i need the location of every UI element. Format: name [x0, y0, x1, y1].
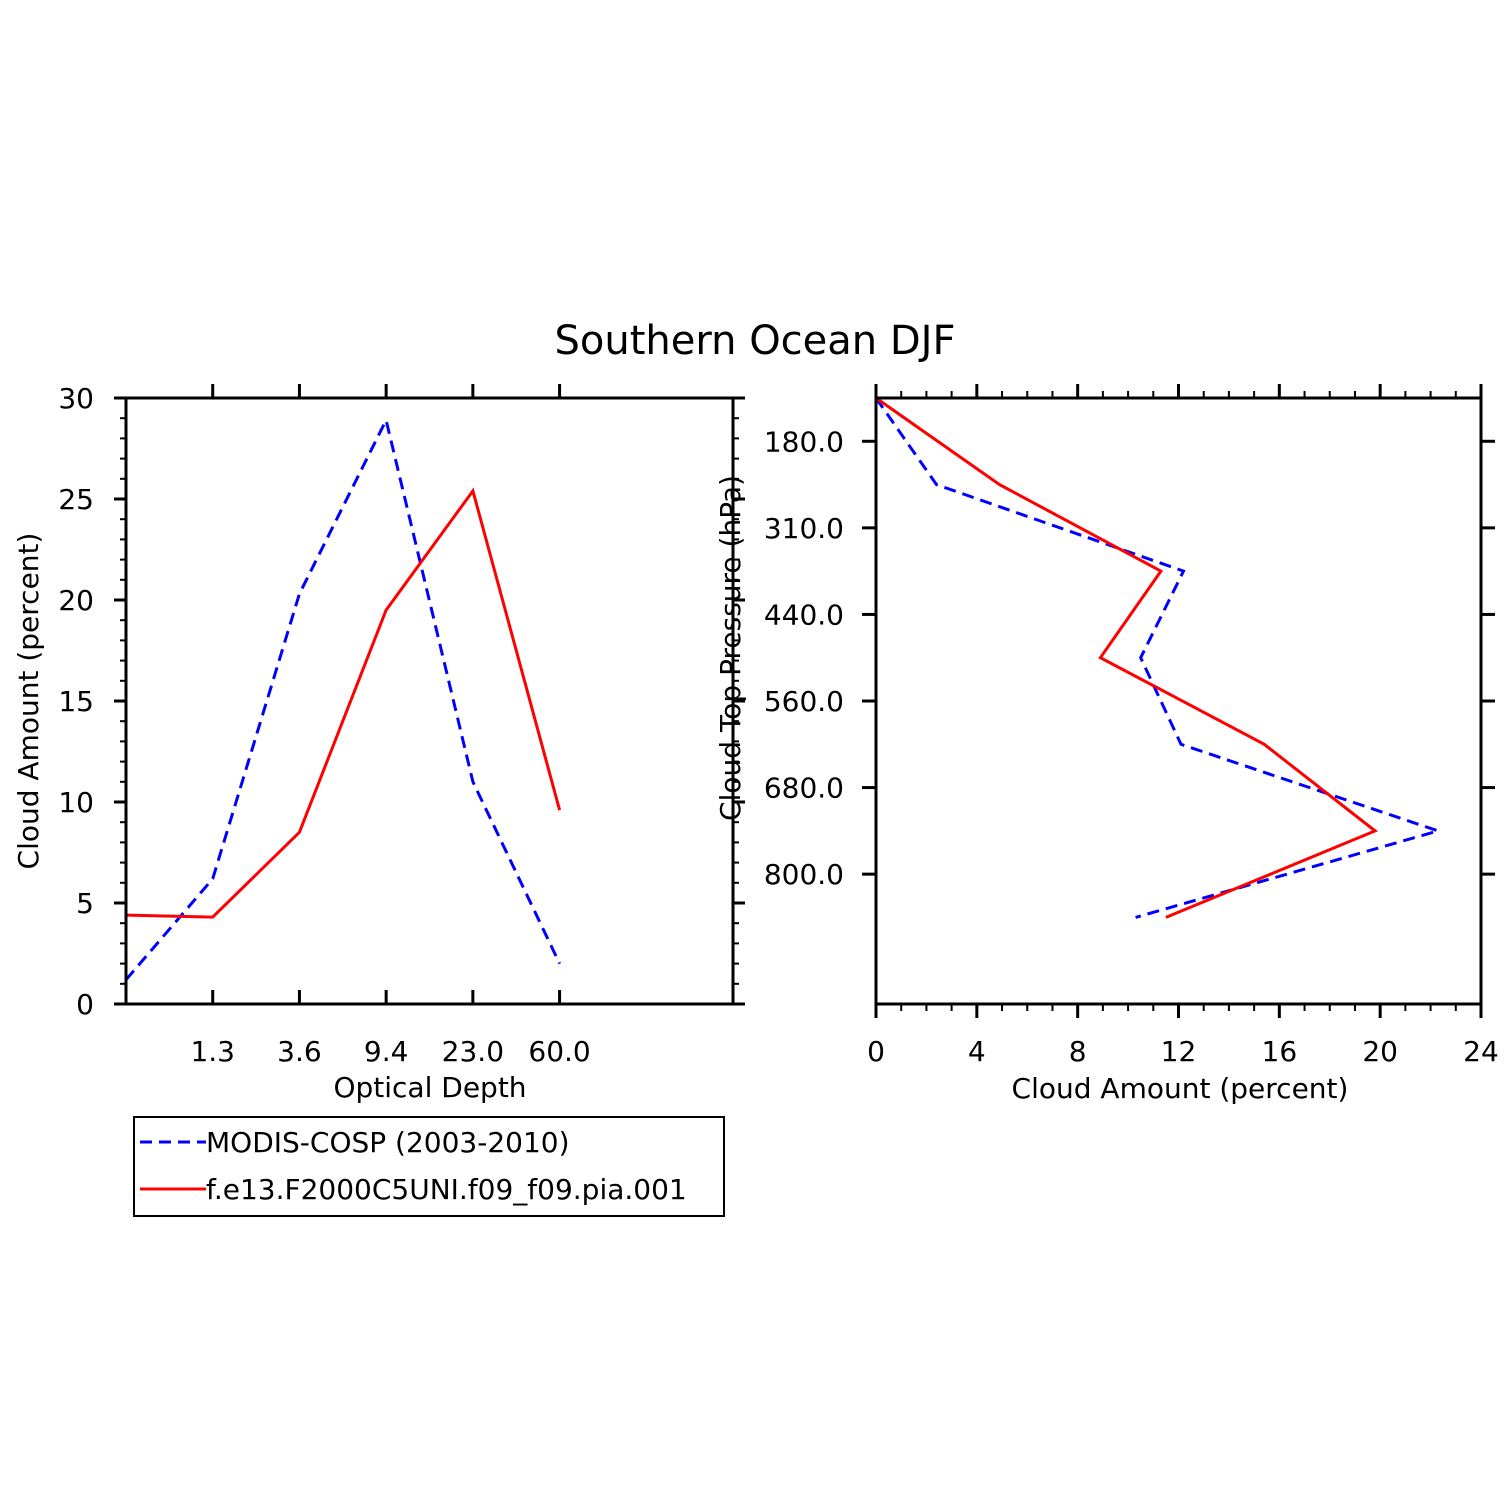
y-axis-label-cloud-amount: Cloud Amount (percent)	[12, 533, 45, 870]
legend-label-modis: MODIS-COSP (2003-2010)	[206, 1126, 570, 1159]
right-y-tick-label: 440.0	[764, 598, 844, 631]
right-y-tick-label: 680.0	[764, 772, 844, 805]
left-y-tick-label: 5	[76, 887, 94, 920]
series-line-modis-optical-depth	[124, 415, 561, 981]
left-x-tick-label: 3.6	[277, 1035, 322, 1068]
right-x-tick-label: 0	[867, 1035, 885, 1068]
y-axis-label-cloud-top-pressure: Cloud Top Pressure (hPa)	[714, 475, 747, 821]
right-x-tick-label: 12	[1161, 1035, 1197, 1068]
right-plot-frame	[874, 396, 1483, 1006]
left-x-tick-label: 1.3	[190, 1035, 235, 1068]
legend-label-model: f.e13.F2000C5UNI.f09_f09.pia.001	[206, 1173, 687, 1206]
series-line-model-optical-depth	[125, 487, 562, 919]
left-y-tick-label: 10	[58, 786, 94, 819]
right-x-tick-label: 24	[1463, 1035, 1499, 1068]
optical-depth-panel: 1.3 3.6 9.4 23.0 60.0 0 5 10 15 20 25 30 Optical De…	[12, 382, 745, 1104]
series-line-model-pressure	[875, 396, 1379, 919]
x-axis-label-optical-depth: Optical Depth	[333, 1071, 526, 1104]
right-y-tick-label: 800.0	[764, 858, 844, 891]
right-x-tick-label: 20	[1362, 1035, 1398, 1068]
left-x-tick-label: 23.0	[442, 1035, 504, 1068]
right-x-tick-label: 16	[1262, 1035, 1298, 1068]
right-y-tick-label: 310.0	[764, 512, 844, 545]
left-y-tick-label: 20	[58, 584, 94, 617]
series-line-modis-pressure	[874, 397, 1444, 919]
legend: MODIS-COSP (2003-2010) f.e13.F2000C5UNI.…	[133, 1116, 725, 1217]
right-x-tick-label: 8	[1069, 1035, 1087, 1068]
legend-box	[133, 1116, 725, 1217]
figure-title: Southern Ocean DJF	[555, 318, 956, 364]
left-x-tick-label: 9.4	[364, 1035, 409, 1068]
right-y-tick-label: 180.0	[764, 425, 844, 458]
left-y-tick-label: 0	[76, 988, 94, 1021]
left-y-tick-label: 15	[58, 685, 94, 718]
left-plot-frame	[124, 396, 735, 1006]
x-axis-label-cloud-amount: Cloud Amount (percent)	[1012, 1072, 1349, 1105]
left-x-tick-label: 60.0	[528, 1035, 590, 1068]
pressure-panel: 0 4 8 12 16 20 24 180.0 310.0 440.0 560.0 680.0 800.…	[714, 384, 1499, 1105]
right-y-tick-label: 560.0	[764, 685, 844, 718]
left-y-tick-label: 30	[58, 382, 94, 415]
right-x-tick-label: 4	[968, 1035, 986, 1068]
left-y-tick-label: 25	[58, 483, 94, 516]
